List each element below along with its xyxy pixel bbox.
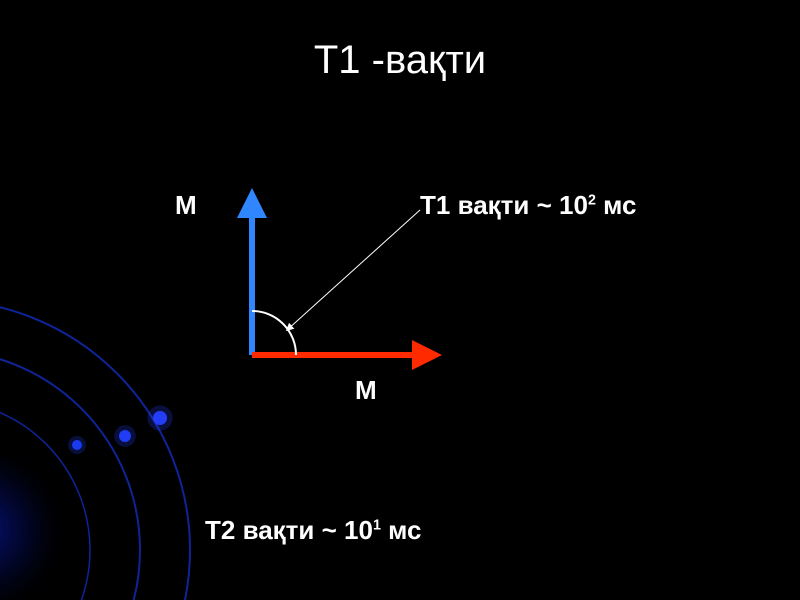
t2-prefix: Т2 вақти ~ 10 <box>205 515 373 545</box>
t2-exponent: 1 <box>373 517 381 533</box>
vector-diagram <box>0 0 800 600</box>
label-m-vertical: М <box>175 190 197 221</box>
label-t2-time: Т2 вақти ~ 101 мс <box>205 515 421 546</box>
t1-prefix: Т1 вақти ~ 10 <box>420 190 588 220</box>
label-m-horizontal: М <box>355 375 377 406</box>
slide-title: Т1 -вақти <box>0 38 800 83</box>
t2-suffix: мс <box>381 515 422 545</box>
label-t1-time: Т1 вақти ~ 102 мс <box>420 190 636 221</box>
t1-suffix: мс <box>596 190 637 220</box>
t1-exponent: 2 <box>588 192 596 208</box>
